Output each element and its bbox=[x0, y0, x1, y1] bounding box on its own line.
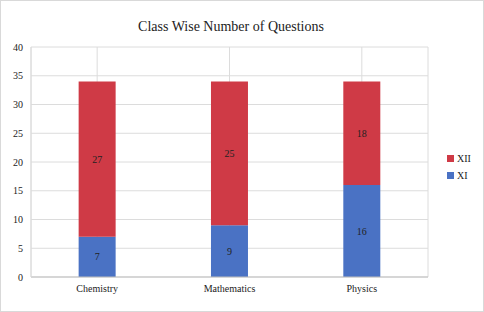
svg-text:40: 40 bbox=[13, 42, 23, 53]
svg-text:Chemistry: Chemistry bbox=[76, 283, 118, 294]
svg-text:9: 9 bbox=[227, 246, 232, 257]
html-text:XI: XI bbox=[457, 170, 468, 181]
html-text:Class Wise Number of Questions: Class Wise Number of Questions bbox=[138, 19, 324, 34]
html-text:XII: XII bbox=[457, 153, 471, 164]
svg-text:20: 20 bbox=[13, 157, 23, 168]
svg-text:10: 10 bbox=[13, 214, 23, 225]
svg-text:27: 27 bbox=[92, 154, 102, 165]
svg-text:30: 30 bbox=[13, 99, 23, 110]
svg-text:5: 5 bbox=[18, 243, 23, 254]
svg-text:25: 25 bbox=[13, 128, 23, 139]
svg-text:25: 25 bbox=[224, 148, 234, 159]
svg-text:Physics: Physics bbox=[347, 283, 378, 294]
svg-text:Mathematics: Mathematics bbox=[204, 283, 256, 294]
svg-text:16: 16 bbox=[357, 226, 367, 237]
svg-text:18: 18 bbox=[357, 128, 367, 139]
svg-text:15: 15 bbox=[13, 185, 23, 196]
svg-text:35: 35 bbox=[13, 70, 23, 81]
svg-text:7: 7 bbox=[95, 251, 100, 262]
svg-text:0: 0 bbox=[18, 272, 23, 283]
